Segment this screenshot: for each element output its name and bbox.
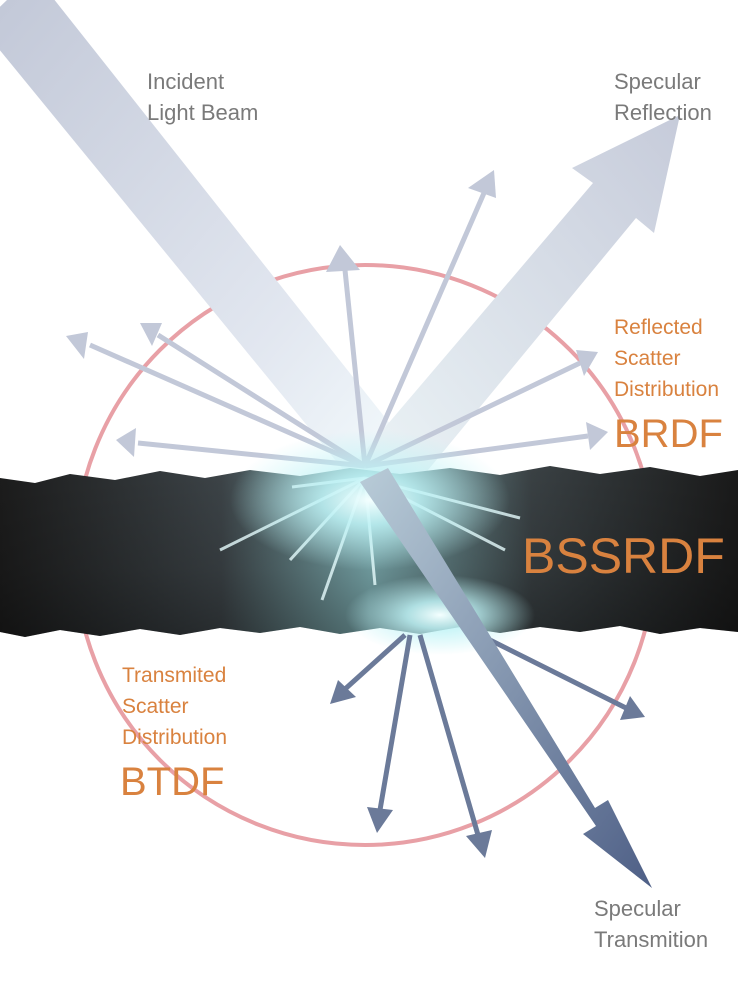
specular-reflection-label: Specular Reflection <box>614 69 712 125</box>
incident-label: Incident Light Beam <box>147 69 259 125</box>
transmitted-scatter-label: Transmited Scatter Distribution <box>122 664 228 749</box>
specular-reflection-arrow <box>352 115 680 504</box>
brdf-label: BRDF <box>614 412 723 456</box>
scatter-glow <box>230 430 510 570</box>
reflected-scatter-label: Reflected Scatter Distribution <box>614 316 720 401</box>
specular-transmission-arrow <box>360 468 652 888</box>
transmitted-scatter-arrows <box>330 632 645 858</box>
btdf-label: BTDF <box>120 760 225 804</box>
bssrdf-label: BSSRDF <box>522 528 725 584</box>
incident-beam <box>0 0 406 478</box>
specular-transmission-label: Specular Transmition <box>594 896 709 952</box>
